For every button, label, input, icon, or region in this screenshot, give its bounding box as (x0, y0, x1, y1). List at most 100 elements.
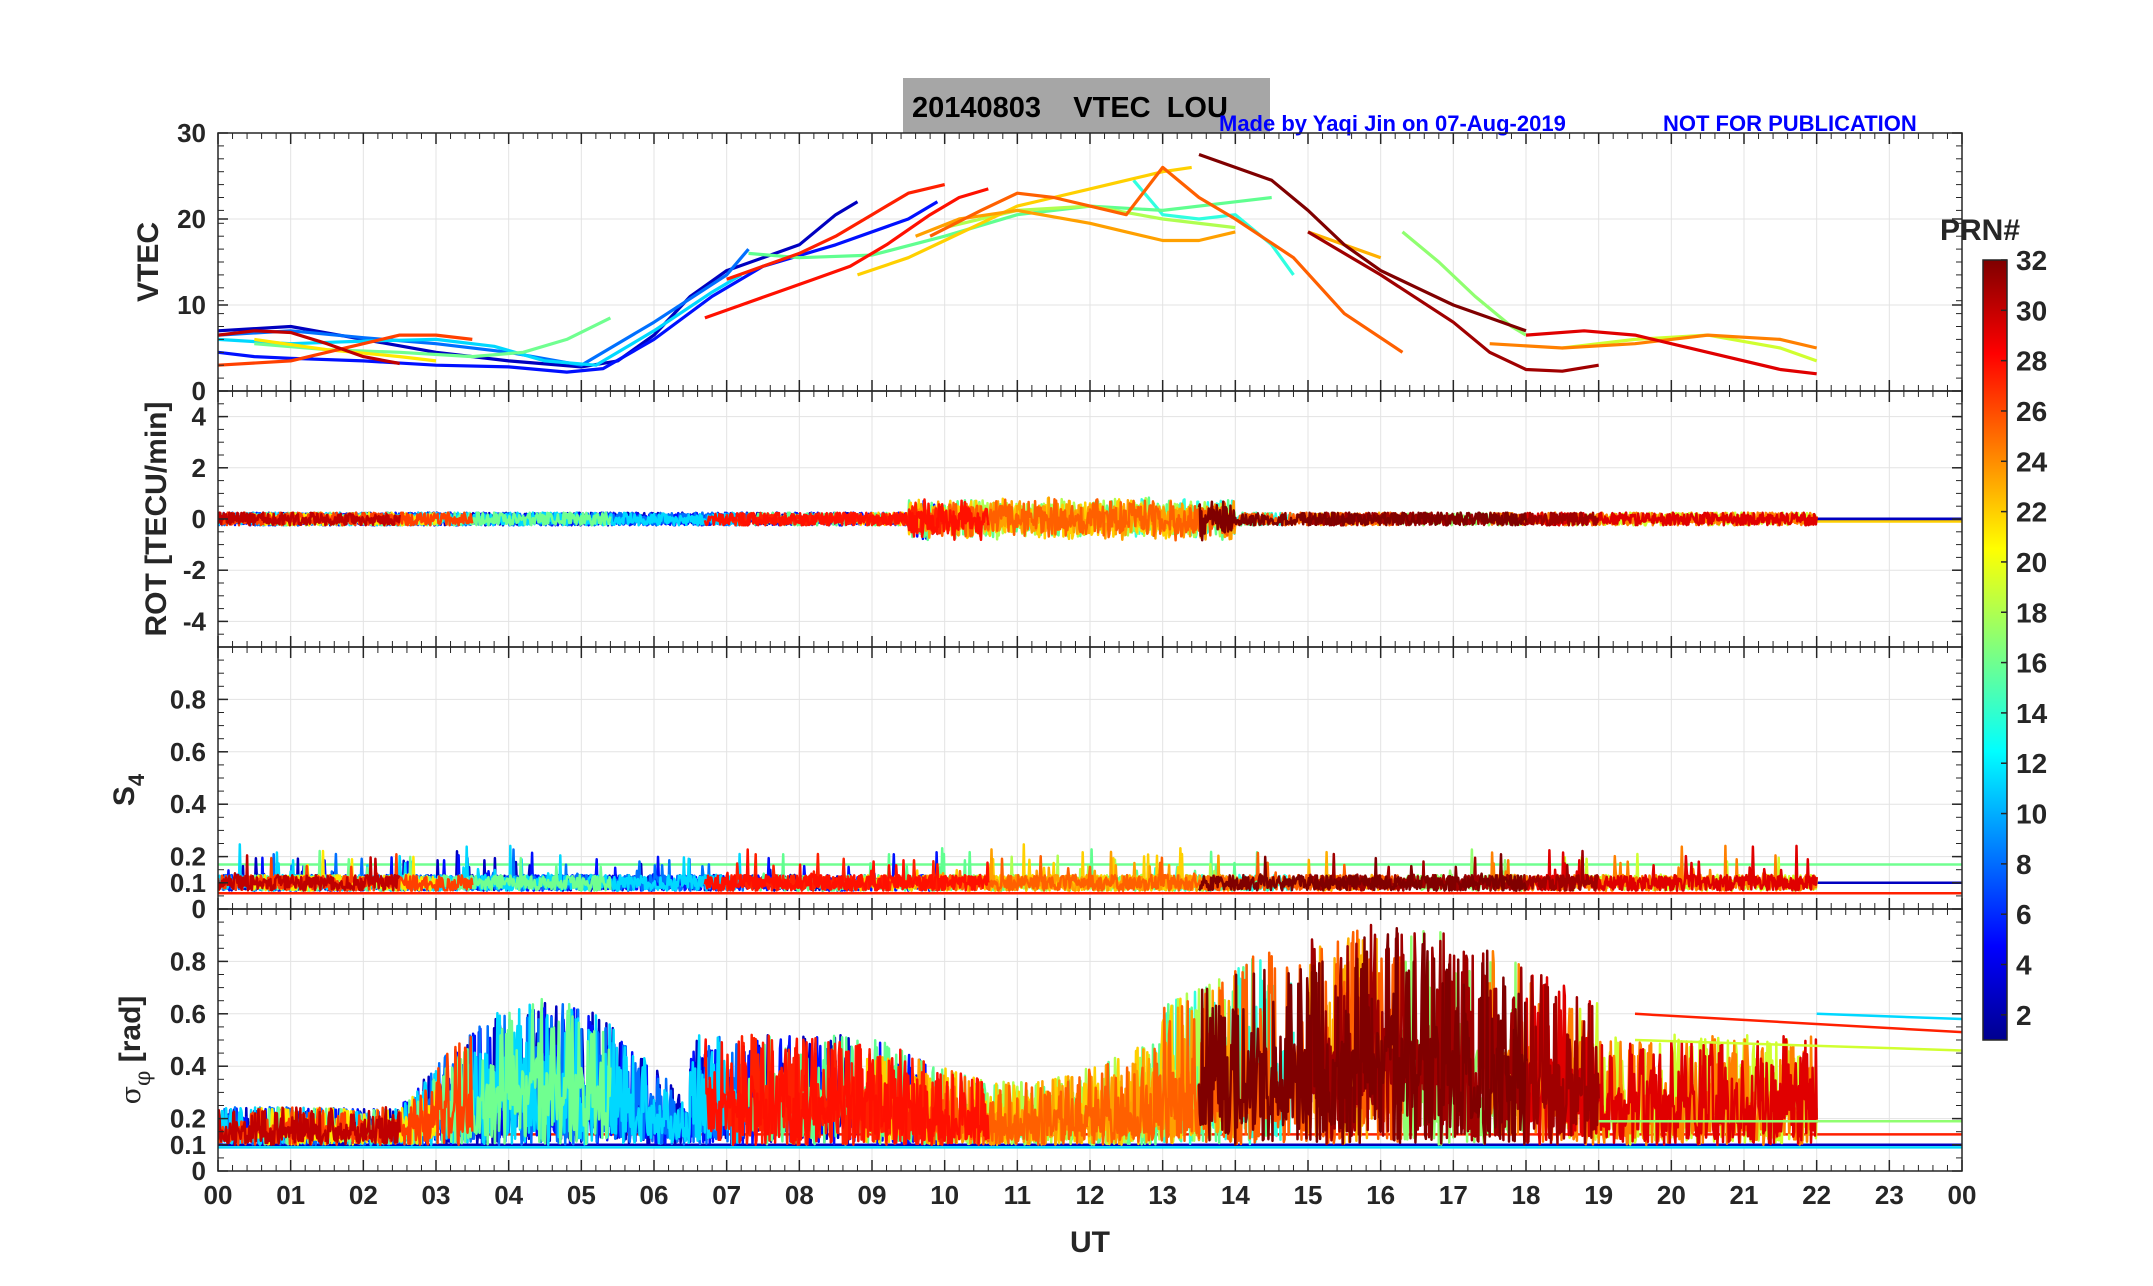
rot-series-group (218, 496, 1962, 542)
sigphi-ticks: 00.10.2 0.4 0.6 0.8 (170, 909, 1963, 1186)
s4-ylabel-sub: 4 (124, 773, 149, 786)
vtec-panel: 0 10 20 30 VTEC (132, 118, 1963, 406)
colorbar-gradient (1982, 259, 2008, 1041)
sigphi-hold-line (1634, 1012, 1962, 1034)
colorbar-tick-label: 32 (2016, 245, 2047, 276)
sigphi-ylabel: σφ [rad] (114, 996, 156, 1105)
y-tick-label: -2 (183, 555, 206, 585)
x-tick-label: 07 (712, 1180, 741, 1210)
x-axis-label: UT (1070, 1226, 1110, 1259)
x-tick-label: 16 (1366, 1180, 1395, 1210)
vtec-series-prn-24 (1489, 333, 1818, 350)
rot-panel: -4 -2 0 2 4 ROT [TECU/min] (140, 390, 1963, 648)
colorbar-tick-label: 12 (2016, 748, 2047, 779)
x-tick-label: 15 (1294, 1180, 1323, 1210)
y-tick-label: 0.4 (170, 789, 207, 819)
y-tick-label: 10 (177, 290, 206, 320)
s4-ticks: 00.10.2 0.4 0.6 0.8 (170, 647, 1963, 924)
vtec-series-prn-13 (1132, 179, 1295, 276)
vtec-series-prn-11 (218, 273, 743, 367)
colorbar-tick-label: 8 (2016, 849, 2032, 880)
colorbar-tick-label: 24 (2016, 446, 2048, 477)
colorbar-tick-label: 28 (2016, 346, 2047, 377)
x-tick-label: 05 (567, 1180, 596, 1210)
x-tick-label: 19 (1584, 1180, 1613, 1210)
sigphi-series-group (218, 923, 1962, 1149)
colorbar-label: PRN# (1940, 214, 2020, 247)
rot-ylabel: ROT [TECU/min] (140, 402, 173, 637)
colorbar-tick-label: 10 (2016, 799, 2047, 830)
y-tick-label: 0.4 (170, 1051, 207, 1081)
s4-ylabel-main: S (108, 786, 141, 806)
title-box (903, 78, 1270, 133)
x-tick-label: 12 (1076, 1180, 1105, 1210)
x-tick-label: 20 (1657, 1180, 1686, 1210)
y-tick-label: 0.1 (170, 1130, 206, 1160)
sigphi-series-prn-32 (1197, 926, 1528, 1147)
x-tick-label: 23 (1875, 1180, 1904, 1210)
colorbar-tick-label: 2 (2016, 1000, 2032, 1031)
vtec-series-prn-29 (1525, 329, 1817, 376)
y-tick-label: 0.8 (170, 684, 206, 714)
vtec-series-prn-25 (929, 165, 1404, 354)
y-tick-label: -4 (183, 606, 207, 636)
y-tick-label: 0.8 (170, 946, 206, 976)
sigphi-series-prn-30 (218, 1106, 401, 1147)
x-tick-label: 14 (1221, 1180, 1250, 1210)
x-tick-label: 08 (785, 1180, 814, 1210)
sigphi-series-prn-28 (703, 1037, 990, 1147)
y-tick-label: 0 (192, 1156, 206, 1186)
vtec-ylabel: VTEC (132, 222, 165, 302)
x-tick-label: 17 (1439, 1180, 1468, 1210)
x-tick-label: 13 (1148, 1180, 1177, 1210)
y-tick-label: 0.6 (170, 999, 206, 1029)
colorbar-tick-label: 26 (2016, 396, 2047, 427)
vtec-grid (218, 133, 1962, 391)
rot-series-prn-32 (1197, 500, 1528, 542)
sigphi-panel: 00.10.2 0.4 0.6 0.8 σφ [rad] (114, 908, 1963, 1186)
y-tick-label: 0 (192, 504, 206, 534)
s4-ylabel: S4 (108, 773, 149, 806)
y-tick-label: 0.2 (170, 1104, 206, 1134)
vtec-series-prn-30 (218, 329, 400, 366)
colorbar-tick-label: 16 (2016, 648, 2047, 679)
s4-panel: 00.10.2 0.4 0.6 0.8 S4 (108, 646, 1963, 924)
colorbar-tick-label: 6 (2016, 899, 2032, 930)
vtec-series-prn-21 (856, 165, 1192, 277)
y-tick-label: 0.2 (170, 842, 206, 872)
colorbar-tick-label: 14 (2016, 698, 2048, 729)
x-tick-label: 01 (276, 1180, 305, 1210)
sigphi-ylabel-unit: [rad] (114, 996, 147, 1071)
x-tick-label: 03 (422, 1180, 451, 1210)
vtec-series-prn-4 (218, 200, 939, 374)
rot-series-prn-28 (703, 498, 990, 542)
x-tick-label: 21 (1730, 1180, 1759, 1210)
vtec-series-prn-32 (1198, 152, 1527, 333)
y-tick-label: 30 (177, 118, 206, 148)
vtec-series-prn-31 (1307, 230, 1599, 373)
x-tick-label: 02 (349, 1180, 378, 1210)
vtec-series-prn-26 (218, 333, 473, 367)
s4-series-prn-30 (218, 854, 401, 892)
y-tick-label: 0.1 (170, 868, 206, 898)
x-tick-label: 22 (1802, 1180, 1831, 1210)
x-tick-label: 10 (930, 1180, 959, 1210)
x-tick-label: 11 (1004, 1180, 1032, 1210)
rot-series-prn-30 (218, 511, 401, 527)
sigphi-ylabel-sub: φ (131, 1071, 156, 1086)
colorbar-tick-label: 20 (2016, 547, 2047, 578)
y-tick-label: 4 (192, 402, 207, 432)
sigphi-ylabel-sigma: σ (116, 1086, 147, 1104)
y-tick-label: 0 (192, 376, 206, 406)
y-tick-label: 2 (192, 453, 206, 483)
x-tick-label: 00 (1948, 1180, 1977, 1210)
s4-series-group (218, 843, 1962, 895)
vtec-series-prn-20 (254, 337, 437, 363)
s4-series-prn-26 (218, 853, 474, 892)
vtec-series-prn-28 (704, 187, 989, 320)
x-tick-label: 06 (640, 1180, 669, 1210)
notice-text: NOT FOR PUBLICATION (1663, 111, 1917, 136)
